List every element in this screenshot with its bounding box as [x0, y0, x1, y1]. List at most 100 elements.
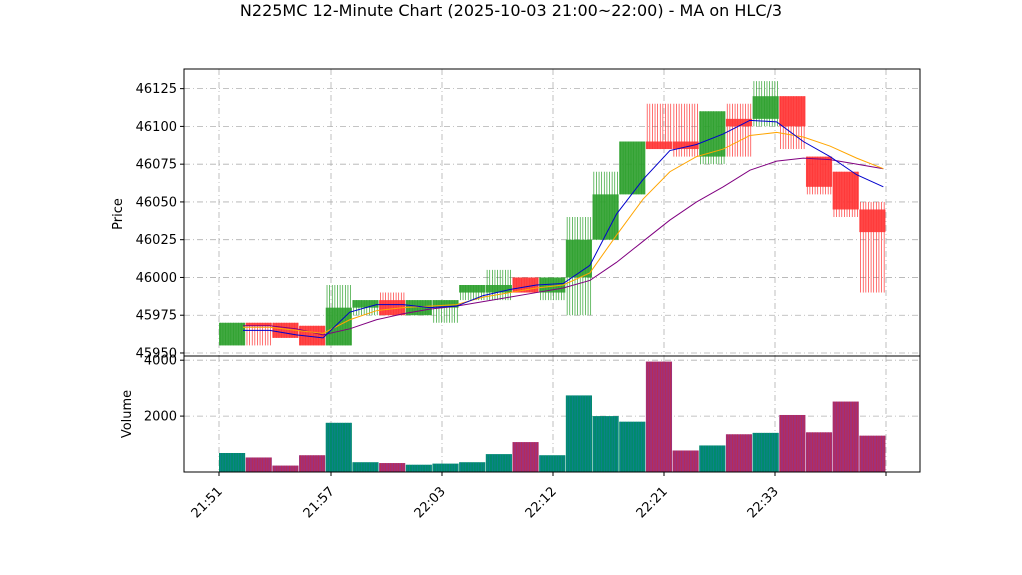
volume-bar	[485, 454, 512, 472]
candle-body	[619, 141, 646, 195]
candle-body	[352, 300, 379, 308]
volume-bar	[592, 416, 619, 472]
candle-body	[805, 156, 833, 187]
volume-bar	[565, 395, 592, 472]
volume-bar-fill	[832, 401, 859, 472]
price-tick-label: 46075	[136, 158, 177, 173]
volume-bar-fill	[512, 442, 539, 472]
volume-bar-fill	[619, 421, 646, 472]
volume-bar	[272, 465, 299, 472]
candle-body	[219, 322, 246, 346]
volume-bar-fill	[592, 416, 619, 472]
price-tick-label: 46050	[136, 195, 177, 210]
volume-tick-label: 2000	[144, 410, 177, 425]
candle-body	[725, 118, 753, 127]
candle-body	[245, 322, 272, 326]
volume-bar-fill	[565, 395, 592, 472]
volume-bar-fill	[272, 465, 299, 472]
ma-fast-line	[243, 119, 884, 339]
volume-axis-label: Volume	[120, 390, 135, 438]
volume-bar	[805, 432, 833, 472]
volume-bar	[859, 435, 886, 472]
candle-body	[699, 111, 726, 157]
time-tick-label: 22:12	[523, 484, 560, 521]
moving-average-lines	[243, 119, 884, 339]
volume-bar	[432, 463, 459, 472]
candles	[219, 81, 886, 346]
candle-down	[832, 171, 859, 218]
candle-body	[752, 96, 779, 119]
volume-bar-fill	[779, 414, 806, 472]
volume-bar-fill	[752, 432, 779, 472]
candle-body	[459, 285, 486, 293]
volume-bar-fill	[725, 434, 753, 472]
candle-body	[859, 209, 886, 233]
candle-body	[672, 141, 699, 150]
volume-bar	[672, 450, 699, 472]
candle-up	[565, 217, 592, 316]
volume-bar	[379, 463, 406, 472]
candle-body	[565, 239, 592, 278]
price-axis: 45950 45975 46000 46025 46050 46075 46100 46125	[136, 82, 184, 361]
volume-bar-fill	[325, 422, 352, 472]
candle-up	[325, 285, 352, 346]
candle-body	[379, 300, 406, 316]
volume-bar	[779, 414, 806, 472]
volume-bar	[539, 455, 566, 472]
candle-body	[432, 300, 459, 308]
volume-bar	[352, 462, 379, 472]
price-tick-label: 46125	[136, 82, 177, 97]
time-tick-label: 21:57	[301, 484, 338, 521]
candle-body	[592, 194, 619, 240]
price-tick-label: 45975	[136, 309, 177, 324]
ma-mid-line	[243, 131, 884, 334]
candle-body	[645, 141, 673, 150]
candle-up	[432, 300, 459, 323]
price-tick-label: 46025	[136, 233, 177, 248]
volume-bar	[459, 462, 486, 472]
chart-title: N225MC 12-Minute Chart (2025-10-03 21:00…	[240, 1, 782, 20]
candle-down	[245, 322, 272, 346]
candle-up	[592, 171, 619, 240]
volume-bar	[725, 434, 753, 472]
volume-bar	[405, 464, 432, 472]
volume-bar-fill	[432, 463, 459, 472]
candle-up	[219, 322, 246, 346]
volume-bar	[219, 452, 246, 472]
volume-bar-fill	[379, 463, 406, 472]
volume-bar-fill	[645, 361, 673, 472]
candle-body	[832, 171, 859, 210]
time-tick-label: 22:03	[412, 484, 449, 521]
volume-bar	[512, 442, 539, 472]
price-panel-frame	[183, 68, 921, 357]
candle-down	[672, 103, 699, 157]
time-tick-label: 21:51	[189, 484, 226, 521]
candle-up	[699, 111, 726, 165]
volume-panel-frame	[183, 355, 921, 473]
price-tick-label: 45950	[136, 346, 177, 361]
volume-bar	[619, 421, 646, 472]
candle-body	[405, 300, 432, 316]
time-tick-label: 22:21	[634, 484, 671, 521]
volume-bar	[245, 457, 272, 472]
volume-bar-fill	[699, 445, 726, 472]
candle-body	[485, 285, 512, 293]
price-tick-label: 46000	[136, 271, 177, 286]
price-panel: 45950 45975 46000 46025 46050 46075 46100 46125…	[111, 68, 921, 361]
volume-bar	[299, 455, 326, 472]
price-grid	[184, 69, 920, 356]
candle-down	[645, 103, 673, 150]
ma-slow-line	[243, 157, 884, 336]
volume-bar	[699, 445, 726, 472]
volume-bar-fill	[859, 435, 886, 472]
volume-panel: 2000 4000 Volume	[120, 354, 921, 473]
candle-down	[805, 156, 833, 195]
volume-bar-fill	[459, 462, 486, 472]
volume-bar	[752, 432, 779, 472]
price-axis-label: Price	[111, 198, 126, 230]
volume-tick-label: 4000	[144, 354, 177, 369]
volume-bar-fill	[805, 432, 833, 472]
candle-down	[859, 201, 886, 293]
price-tick-label: 46100	[136, 120, 177, 135]
